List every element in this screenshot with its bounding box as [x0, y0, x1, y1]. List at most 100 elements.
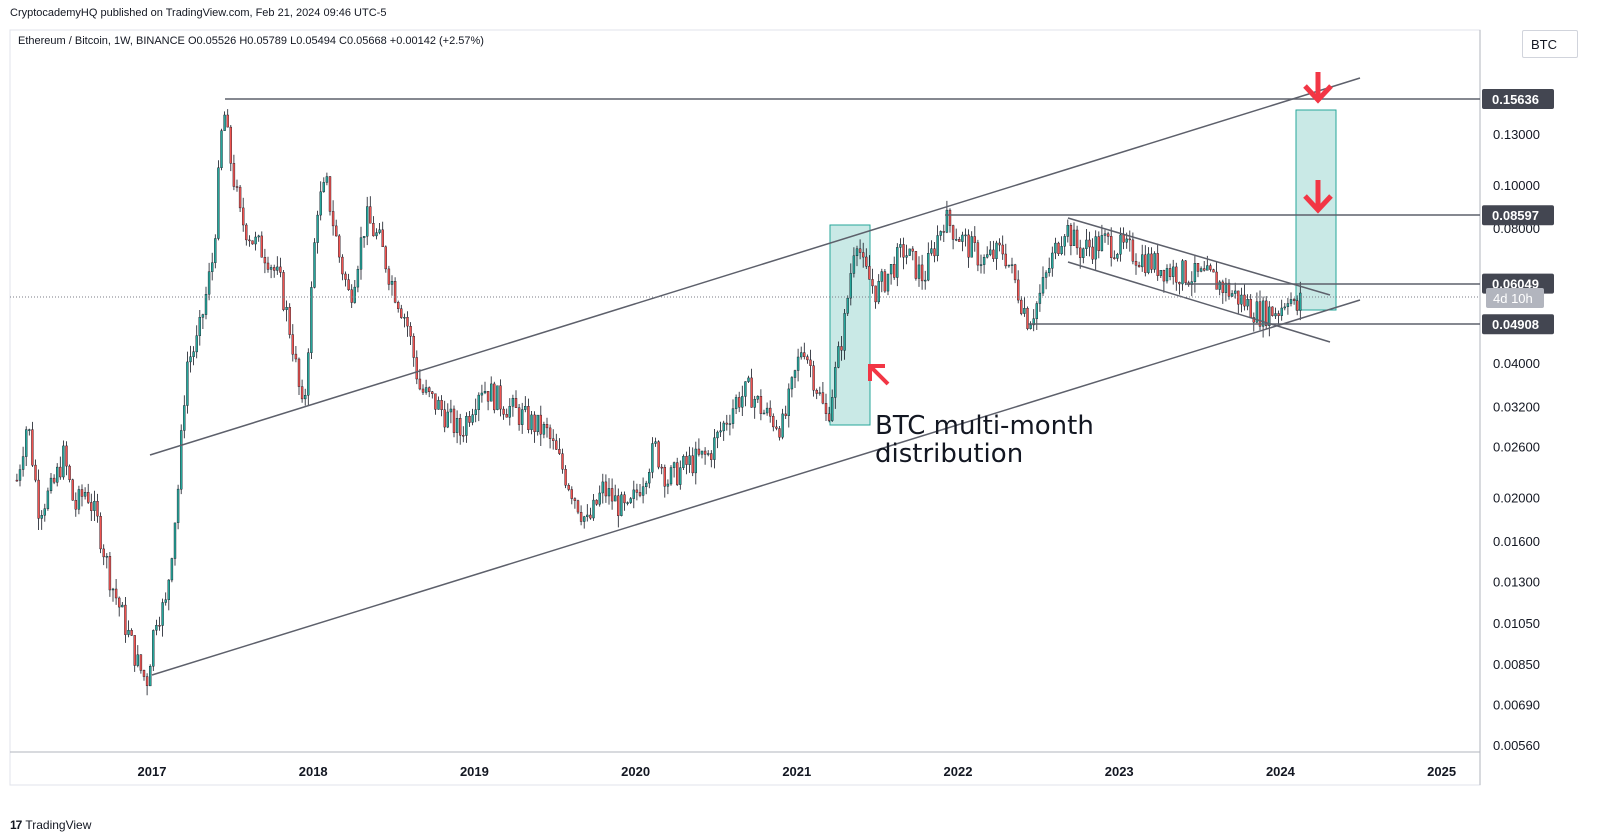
candle-body: [722, 422, 725, 432]
candle-body: [1038, 292, 1042, 304]
trendlines: [10, 77, 1480, 676]
candle-body: [517, 407, 521, 425]
candle-body: [669, 467, 673, 485]
candle-body: [291, 334, 294, 355]
candle-body: [403, 317, 406, 319]
candle-body: [316, 214, 319, 243]
countdown-text: 4d 10h: [1493, 291, 1533, 306]
candle-body: [641, 486, 645, 496]
candle-body: [173, 522, 177, 559]
candle-body: [964, 234, 967, 237]
time-tick-label: 2024: [1266, 764, 1296, 779]
candle-body: [908, 248, 911, 256]
candle-body: [77, 489, 81, 510]
candle-body: [229, 126, 233, 164]
candle-body: [1156, 253, 1159, 276]
channel-lower-line: [151, 299, 1361, 676]
candle-body: [390, 281, 394, 285]
candle-body: [121, 604, 124, 608]
candle-body: [1292, 299, 1296, 301]
candle-body: [40, 515, 43, 519]
candle-body: [610, 488, 614, 502]
price-tick-label: 0.10000: [1493, 178, 1540, 193]
candle-body: [400, 308, 403, 318]
candle-body: [849, 273, 852, 299]
candle-body: [750, 377, 753, 408]
candle-body: [889, 264, 893, 275]
candle-body: [806, 356, 809, 361]
candle-body: [809, 359, 812, 366]
candle-body: [691, 455, 694, 474]
candle-body: [285, 307, 288, 310]
candle-body: [90, 502, 93, 511]
candle-body: [499, 385, 502, 410]
candle-body: [493, 383, 496, 411]
candle-body: [1017, 279, 1020, 301]
candle-body: [970, 236, 973, 258]
candle-body: [344, 273, 347, 280]
candle-body: [1162, 270, 1166, 282]
candle-body: [102, 548, 105, 558]
candle-body: [1150, 253, 1153, 270]
candle-body: [288, 307, 291, 335]
candle-body: [362, 235, 366, 238]
candle-body: [1078, 247, 1082, 258]
candle-body: [1128, 238, 1132, 241]
candle-body: [139, 654, 143, 671]
candle-body: [1159, 270, 1163, 276]
candle-body: [468, 416, 471, 423]
candle-body: [452, 408, 456, 433]
candle-body: [1196, 263, 1200, 272]
candle-body: [1202, 268, 1206, 271]
candle-body: [511, 398, 515, 407]
price-tick-label: 0.04000: [1493, 356, 1540, 371]
candle-body: [710, 453, 713, 460]
candle-body: [1246, 299, 1249, 307]
candle-body: [747, 377, 750, 382]
candle-body: [471, 414, 474, 423]
candle-body: [1023, 308, 1026, 314]
candle-body: [176, 488, 180, 524]
candle-body: [148, 666, 152, 687]
candle-body: [632, 489, 635, 499]
candles: [15, 109, 1302, 696]
currency-selector[interactable]: BTC: [1522, 30, 1578, 58]
time-tick-label: 2019: [460, 764, 489, 779]
candle-body: [1147, 253, 1150, 273]
candle-body: [322, 182, 325, 192]
candle-body: [418, 378, 422, 390]
candle-body: [700, 450, 704, 455]
candle-body: [412, 336, 415, 358]
candle-body: [583, 516, 586, 522]
candle-body: [164, 599, 167, 603]
candle-body: [604, 481, 608, 497]
candle-body: [843, 313, 846, 351]
candle-body: [1299, 292, 1302, 311]
candle-body: [620, 494, 623, 516]
candle-body: [235, 186, 239, 188]
candle-body: [920, 264, 924, 282]
candle-body: [803, 352, 806, 357]
candle-body: [409, 326, 412, 337]
price-tick-label: 0.01300: [1493, 574, 1540, 589]
arrow-up-left-icon: [868, 364, 890, 386]
candle-body: [607, 488, 611, 497]
time-axis[interactable]: 2017 2018 2019 2020 2021 2022 2023 2024 2025: [138, 764, 1457, 779]
candle-body: [1109, 236, 1113, 258]
candle-body: [744, 381, 747, 397]
candle-body: [428, 387, 431, 392]
candle-body: [865, 256, 868, 267]
tradingview-logo: 17 TradingView: [10, 818, 91, 832]
candle-body: [1085, 239, 1088, 249]
price-level-badge: [1482, 205, 1554, 226]
price-level-label: 0.08597: [1492, 208, 1539, 223]
candle-body: [276, 266, 279, 271]
candle-body: [189, 356, 192, 363]
candle-body: [818, 392, 821, 394]
candle-body: [1063, 236, 1066, 247]
candle-body: [731, 408, 735, 424]
arrow-down-icon: [1303, 72, 1333, 104]
candle-body: [1119, 234, 1122, 255]
candle-body: [300, 386, 304, 400]
